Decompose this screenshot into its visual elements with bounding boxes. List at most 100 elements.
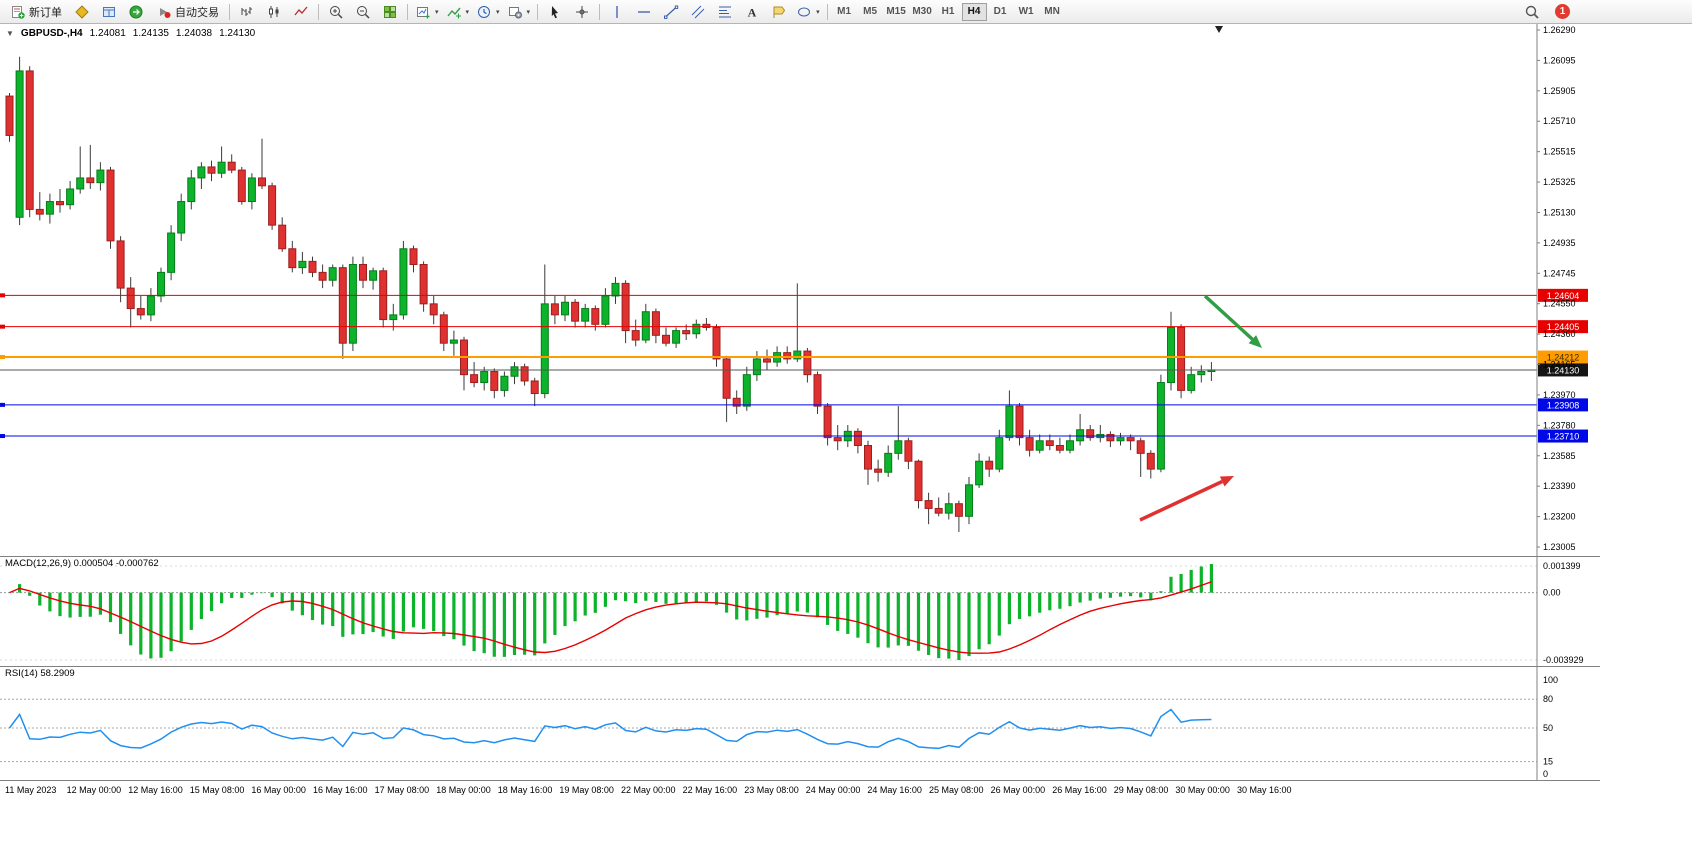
candle [348,256,357,352]
fibonacci-button[interactable] [712,1,738,23]
toolbar: 新订单 自动交易 ▾ ▾ ▾ ▾ A ▾ M1 M5 M15 M30 H1 H4 D1 W1 MN 1 [0,0,1692,24]
svg-text:1.24604: 1.24604 [1547,291,1580,301]
chart-ohlc-header: ▼ GBPUSD-,H4 1.24081 1.24135 1.24038 1.2… [6,28,255,39]
timeframe-mn-label: MN [1044,6,1060,17]
macd-tick-label: -0.003929 [1543,655,1584,665]
notification-badge[interactable]: 1 [1555,4,1570,19]
templates-button[interactable]: ▾ [504,1,534,23]
timeframe-m5[interactable]: M5 [858,3,883,21]
price-tag [1538,288,1588,302]
rsi-indicator-pane[interactable]: 100 80 50 15 0 [0,666,1692,780]
candle [116,236,125,303]
candle [894,406,903,460]
navigator-icon [129,5,143,18]
hline-icon [638,10,651,13]
candle [106,166,115,249]
svg-text:1.23710: 1.23710 [1547,432,1580,442]
resistance-line-lower[interactable]: 1.24405 [0,320,1588,334]
candle [813,371,822,415]
new-chart-button[interactable]: ▾ [412,1,442,23]
chart-shift-marker[interactable] [1215,26,1223,33]
candle [86,144,95,189]
support-line-lower[interactable]: 1.23710 [0,429,1588,443]
horizontal-line-button[interactable] [631,1,657,23]
tile-windows-button[interactable] [377,1,403,23]
rsi-tick-label: 50 [1543,723,1553,733]
line-chart-button[interactable] [288,1,314,23]
candlestick-chart-button[interactable] [261,1,287,23]
text-tool-button[interactable]: A [739,1,765,23]
support-line-upper[interactable]: 1.23908 [0,398,1588,412]
data-window-button[interactable] [96,1,122,23]
ohlc-open-value: 1.24081 [89,28,126,39]
timeframe-m30[interactable]: M30 [910,3,935,21]
timeframe-h4[interactable]: H4 [961,2,987,21]
candle [278,217,287,252]
candle [1055,437,1064,454]
time-axis[interactable]: 11 May 2023 12 May 00:00 12 May 16:00 15 Ma… [0,780,1600,801]
candle [954,500,963,533]
bar-chart-button[interactable] [234,1,260,23]
market-watch-button[interactable] [69,1,95,23]
vertical-line-button[interactable] [604,1,630,23]
up-trend-arrow[interactable] [1139,476,1234,522]
candle [308,256,317,278]
templates-icon [508,6,522,18]
trendline-button[interactable] [658,1,684,23]
current-price-line: 1.24130 [0,363,1588,377]
auto-trading-button[interactable]: 自动交易 [150,1,225,23]
date-label: 29 May 08:00 [1113,785,1169,795]
macd-indicator-label: MACD(12,26,9) 0.000504 -0.000762 [5,558,159,569]
candle [35,192,44,221]
price-tick-label: 1.23200 [1543,512,1576,522]
new-order-button[interactable]: 新订单 [4,1,68,23]
timeframe-h1[interactable]: H1 [936,3,961,21]
label-tool-button[interactable] [766,1,792,23]
toolbar-separator [537,3,539,20]
timeframe-mn[interactable]: MN [1040,3,1065,21]
price-tick-label: 1.23585 [1543,451,1576,461]
indicators-icon [446,7,461,18]
new-chart-icon [417,6,430,18]
timeframe-m15[interactable]: M15 [884,3,909,21]
indicators-button[interactable]: ▾ [443,1,473,23]
one-click-trading-toggle-icon[interactable]: ▼ [6,29,14,38]
candle [288,240,297,273]
toolbar-separator [318,3,319,20]
price-tick-label: 1.26290 [1543,25,1576,35]
down-trend-arrow[interactable] [1203,294,1262,348]
zoom-in-button[interactable] [323,1,349,23]
timeframe-m1[interactable]: M1 [832,3,857,21]
channel-icon [691,5,705,18]
timeframe-w1[interactable]: W1 [1014,3,1039,21]
date-label: 17 May 08:00 [374,785,430,795]
rsi-tick-label: 100 [1543,675,1558,685]
price-tick-label: 1.23005 [1543,542,1576,552]
timeframe-w1-label: W1 [1018,6,1034,17]
periods-button[interactable]: ▾ [473,1,503,23]
zoom-out-button[interactable] [350,1,376,23]
navigator-button[interactable] [123,1,149,23]
date-label: 12 May 16:00 [128,785,183,795]
channel-button[interactable] [685,1,711,23]
timeframe-m5-label: M5 [863,6,878,17]
macd-indicator-pane[interactable]: 0.001399 0.00 -0.003929 [0,556,1692,666]
price-chart-pane[interactable]: 1.24604 1.24405 1.24212 1.23908 1.23710 1.241… [0,24,1692,556]
pivot-line-orange[interactable]: 1.24212 [0,350,1588,364]
candle [833,425,842,451]
crosshair-button[interactable] [569,1,595,23]
text-icon: A [748,5,757,19]
timeframe-d1[interactable]: D1 [988,3,1013,21]
candle [692,319,701,339]
vline-icon [616,5,618,18]
cursor-button[interactable] [542,1,568,23]
candle [783,346,792,364]
candle [1066,434,1074,454]
date-label: 30 May 16:00 [1237,785,1292,795]
search-button[interactable] [1519,1,1545,23]
resistance-line-upper[interactable]: 1.24604 [0,288,1588,302]
shapes-button[interactable]: ▾ [793,1,823,23]
candle [1207,362,1216,381]
candle [1187,366,1196,394]
candle [985,456,994,477]
